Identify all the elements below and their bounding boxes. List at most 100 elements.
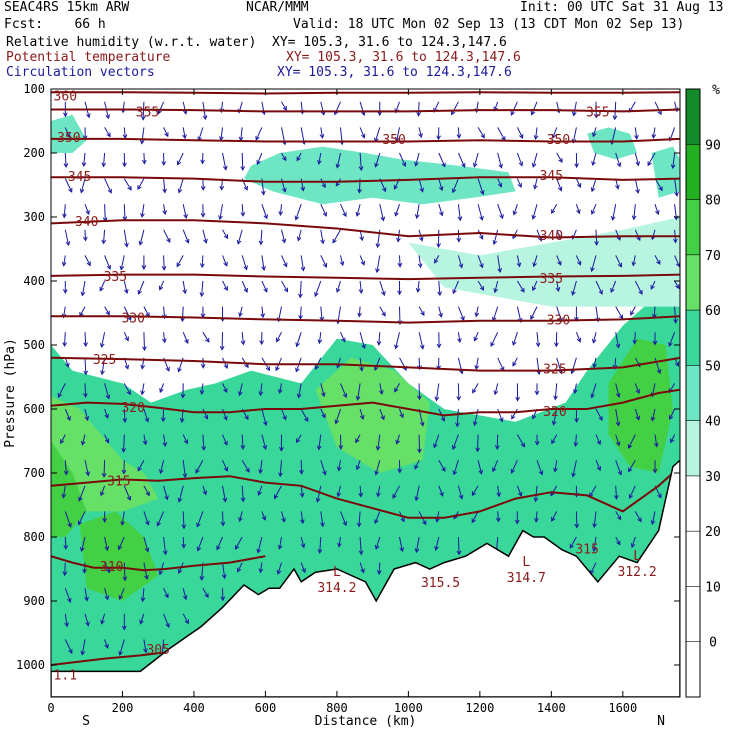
low-marker: L xyxy=(522,555,530,570)
vector-arrow xyxy=(593,536,597,552)
vector-arrow-head xyxy=(355,211,361,217)
vector-arrow xyxy=(516,178,522,188)
vector-arrow xyxy=(359,101,365,116)
vector-arrow-head xyxy=(672,238,678,244)
vector-arrow-head xyxy=(244,363,249,369)
vector-arrow-head xyxy=(532,414,537,420)
vector-arrow-head xyxy=(200,186,206,191)
vector-arrow-head xyxy=(140,213,145,218)
vector-arrow-head xyxy=(84,596,89,602)
vector-arrow-head xyxy=(670,438,675,444)
vector-arrow xyxy=(516,255,521,267)
vector-arrow-head xyxy=(144,547,150,553)
vector-arrow xyxy=(279,383,282,394)
vector-arrow-head xyxy=(359,414,365,420)
vector-arrow-head xyxy=(381,311,386,317)
vector-arrow xyxy=(496,434,499,450)
vector-arrow xyxy=(296,152,302,161)
x-tick-label: 0 xyxy=(47,701,54,715)
vector-arrow xyxy=(340,383,347,398)
vector-arrow-head xyxy=(124,288,129,295)
vector-arrow xyxy=(100,485,106,496)
vector-arrow xyxy=(669,408,676,420)
vector-arrow-head xyxy=(531,214,537,220)
vector-arrow-head xyxy=(361,111,366,117)
vector-arrow-head xyxy=(80,650,86,656)
vector-arrow-head xyxy=(122,418,128,424)
vector-arrow xyxy=(84,613,89,626)
field1-name: Relative humidity (w.r.t. water) xyxy=(6,35,257,50)
vector-arrow xyxy=(573,101,577,116)
vector-arrow-head xyxy=(221,574,227,580)
vector-arrow-head xyxy=(200,212,206,218)
vector-arrow xyxy=(84,588,88,601)
terrain-mask xyxy=(51,459,680,697)
vector-arrow-head xyxy=(358,166,364,172)
vector-arrow xyxy=(138,280,145,295)
vector-arrow xyxy=(670,434,676,443)
vector-arrow xyxy=(494,280,499,293)
vector-arrow-head xyxy=(296,393,302,399)
vector-arrow xyxy=(378,562,381,575)
vector-arrow xyxy=(81,536,86,552)
vector-arrow-head xyxy=(219,185,225,191)
vector-arrow-head xyxy=(282,415,287,421)
vector-arrow-head xyxy=(414,214,420,220)
vector-arrow xyxy=(359,485,362,497)
vector-arrow-head xyxy=(551,516,556,522)
vector-arrow-head xyxy=(223,363,228,369)
vector-arrow-head xyxy=(126,495,132,501)
vector-arrow xyxy=(336,280,341,293)
vector-arrow-head xyxy=(591,338,597,344)
vector-arrow-head xyxy=(380,216,386,222)
vector-arrow-head xyxy=(593,113,599,119)
vector-arrow-head xyxy=(439,211,444,217)
vector-arrow-head xyxy=(164,593,169,599)
vector-arrow xyxy=(634,229,641,241)
vector-arrow xyxy=(535,511,538,522)
vector-arrow xyxy=(497,357,505,371)
vector-arrow xyxy=(143,408,149,422)
vector-arrow xyxy=(104,255,111,270)
vector-arrow xyxy=(182,332,189,344)
vector-arrow xyxy=(595,280,603,295)
vector-arrow xyxy=(399,408,404,418)
vector-arrow-head xyxy=(117,545,123,551)
vector-arrow-head xyxy=(65,362,70,368)
vector-arrow xyxy=(163,587,169,598)
vector-arrow-head xyxy=(67,522,72,528)
vector-arrow-head xyxy=(631,261,637,267)
vector-arrow-head xyxy=(77,520,83,526)
x-tick-label: 1000 xyxy=(394,701,423,715)
vector-arrow xyxy=(494,383,499,395)
vector-arrow-head xyxy=(256,160,261,166)
vector-arrow-head xyxy=(420,311,425,316)
vector-arrow xyxy=(64,408,71,421)
vector-arrow-head xyxy=(126,390,131,396)
vector-arrow-head xyxy=(144,575,149,581)
vector-arrow xyxy=(472,383,479,393)
vector-arrow-head xyxy=(320,239,325,245)
vector-arrow-head xyxy=(656,260,661,265)
vector-arrow-head xyxy=(276,569,282,575)
vector-arrow-head xyxy=(357,312,362,318)
vector-arrow xyxy=(320,460,326,475)
vector-arrow-head xyxy=(596,440,601,446)
vector-arrow xyxy=(196,511,204,527)
vector-arrow-head xyxy=(183,439,189,445)
vector-arrow-head xyxy=(298,293,303,299)
vector-arrow-head xyxy=(122,576,128,582)
vector-arrow-head xyxy=(397,262,403,268)
vector-arrow xyxy=(379,383,383,395)
vector-arrow xyxy=(123,383,131,395)
vector-arrow xyxy=(300,562,306,573)
vector-arrow-head xyxy=(240,166,246,171)
vector-arrow-head xyxy=(240,497,246,503)
vector-arrow-head xyxy=(140,597,146,603)
vector-arrow xyxy=(104,178,112,194)
vector-arrow xyxy=(195,459,204,474)
contour-label: 325 xyxy=(543,363,566,378)
vector-arrow-head xyxy=(571,290,576,296)
vector-arrow-head xyxy=(145,491,150,497)
vector-arrow xyxy=(375,152,381,167)
